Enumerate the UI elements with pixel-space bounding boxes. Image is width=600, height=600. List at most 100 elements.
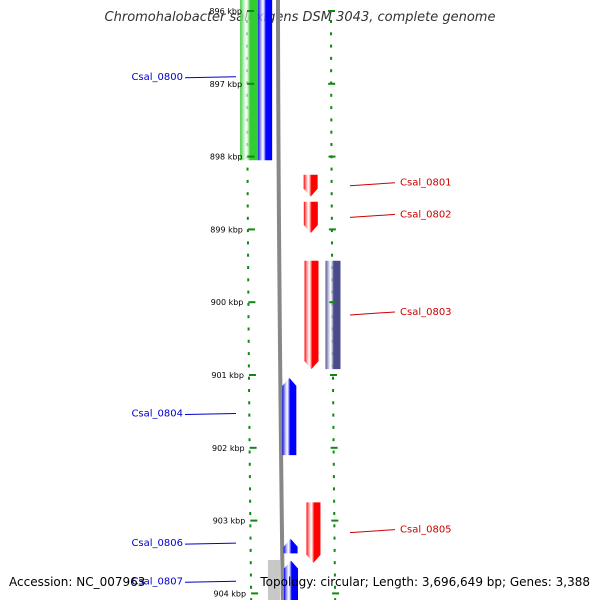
gray-track-bar[interactable] <box>267 560 280 600</box>
guide-dot <box>249 561 252 565</box>
kbp-label: 897 kbp <box>210 80 243 89</box>
kbp-tick <box>248 374 256 376</box>
guide-dot <box>332 475 335 479</box>
kbp-label: 900 kbp <box>211 298 244 307</box>
gene-csal-0804[interactable] <box>282 377 297 456</box>
kbp-tick <box>251 592 259 595</box>
guide-dot <box>330 143 333 146</box>
guide-dot <box>248 425 251 429</box>
gene-label[interactable]: Csal_0807 <box>131 576 237 587</box>
backbone-ring <box>276 0 285 600</box>
kbp-scale: 896 kbp 897 kbp 898 kbp 899 kbp 900 kbp 901 k… <box>209 7 340 598</box>
skew-bar[interactable] <box>325 260 341 370</box>
guide-dot <box>330 130 333 134</box>
gene-label-text: Csal_0804 <box>131 408 183 419</box>
gene-label-text: Csal_0805 <box>400 525 452 536</box>
guide-dot <box>247 266 250 269</box>
guide-dot <box>330 179 333 183</box>
gc-content-bar[interactable] <box>240 0 259 161</box>
guide-dot <box>333 561 336 565</box>
map-title: Chromohalobacter salexigens DSM 3043, co… <box>104 10 496 25</box>
gene-label[interactable]: Csal_0801 <box>349 178 452 189</box>
guide-dot <box>250 585 253 589</box>
guide-dot <box>247 278 250 282</box>
guide-dot <box>330 44 333 48</box>
guide-dot <box>330 118 333 122</box>
guide-dot <box>330 20 333 23</box>
gene-label[interactable]: Csal_0805 <box>349 525 452 536</box>
kbp-tick <box>247 82 255 85</box>
guide-dot <box>330 56 333 60</box>
kbp-tick <box>331 519 339 522</box>
guide-dot <box>248 462 251 466</box>
gene-csal-0802[interactable] <box>303 201 318 234</box>
gene-label[interactable]: Csal_0804 <box>131 408 237 419</box>
gene-label-text: Csal_0807 <box>131 576 183 587</box>
guide-dot <box>332 389 335 392</box>
guide-dot <box>249 512 252 515</box>
kbp-tick <box>248 301 256 304</box>
gene-csal-0805[interactable] <box>306 502 321 563</box>
kbp-tick <box>330 446 338 449</box>
guide-dot <box>248 487 251 491</box>
kbp-label: 904 kbp <box>213 589 246 598</box>
guide-dot <box>333 499 336 503</box>
guide-dot <box>330 204 333 208</box>
guide-dot <box>332 425 335 429</box>
guide-dot <box>332 401 335 405</box>
guide-dot <box>249 524 252 528</box>
guide-dot <box>330 229 333 233</box>
guide-dot <box>246 204 249 208</box>
gene-label-text: Csal_0802 <box>400 209 452 220</box>
kbp-label: 901 kbp <box>211 371 244 380</box>
gene-csal-0801[interactable] <box>303 174 318 197</box>
accession-text: Accession: NC_007963 <box>9 575 146 589</box>
guide-dot <box>330 216 333 220</box>
guide-dot <box>333 512 336 515</box>
gene-csal-0803[interactable] <box>304 260 319 370</box>
guide-dot <box>330 241 333 245</box>
kbp-tick <box>328 82 336 85</box>
guide-dot <box>247 315 250 319</box>
guide-dot <box>334 598 337 600</box>
guide-dot <box>249 548 252 552</box>
gene-csal-0800[interactable] <box>258 0 273 161</box>
gene-csal-0806[interactable] <box>283 538 298 554</box>
guide-dot <box>330 69 333 73</box>
gene-label[interactable]: Csal_0806 <box>131 538 237 549</box>
guide-dot <box>248 438 251 442</box>
guide-dot <box>247 376 250 380</box>
guide-dot <box>247 327 250 331</box>
guide-dot <box>334 585 337 589</box>
kbp-tick <box>247 155 255 158</box>
guide-dot <box>246 241 249 245</box>
guide-dot <box>332 487 335 491</box>
guide-dot <box>333 548 336 552</box>
guide-dot <box>250 598 253 600</box>
kbp-tick <box>328 228 336 231</box>
kbp-tick <box>329 374 337 376</box>
guide-dot <box>248 389 251 392</box>
guide-dot <box>248 401 251 405</box>
gene-label[interactable]: Csal_0803 <box>349 307 452 318</box>
gene-label[interactable]: Csal_0802 <box>349 209 452 220</box>
gene-label[interactable]: Csal_0800 <box>131 72 237 83</box>
gene-csal-0807[interactable] <box>284 560 299 600</box>
guide-dot <box>247 364 250 368</box>
kbp-tick <box>328 10 336 12</box>
topology-text: Topology: circular; Length: 3,696,649 bp… <box>260 575 590 589</box>
kbp-tick <box>329 301 337 304</box>
kbp-label: 896 kbp <box>209 7 242 16</box>
guide-dot <box>249 536 252 540</box>
kbp-tick <box>247 10 255 12</box>
guide-dot <box>246 167 249 171</box>
gene-label-text: Csal_0800 <box>131 72 183 83</box>
kbp-tick <box>249 446 257 449</box>
kbp-tick <box>250 519 258 522</box>
kbp-tick <box>328 155 336 158</box>
guide-dot <box>248 450 251 454</box>
kbp-label: 898 kbp <box>210 153 243 162</box>
guide-dot <box>247 339 250 343</box>
gene-label-text: Csal_0801 <box>400 178 452 189</box>
